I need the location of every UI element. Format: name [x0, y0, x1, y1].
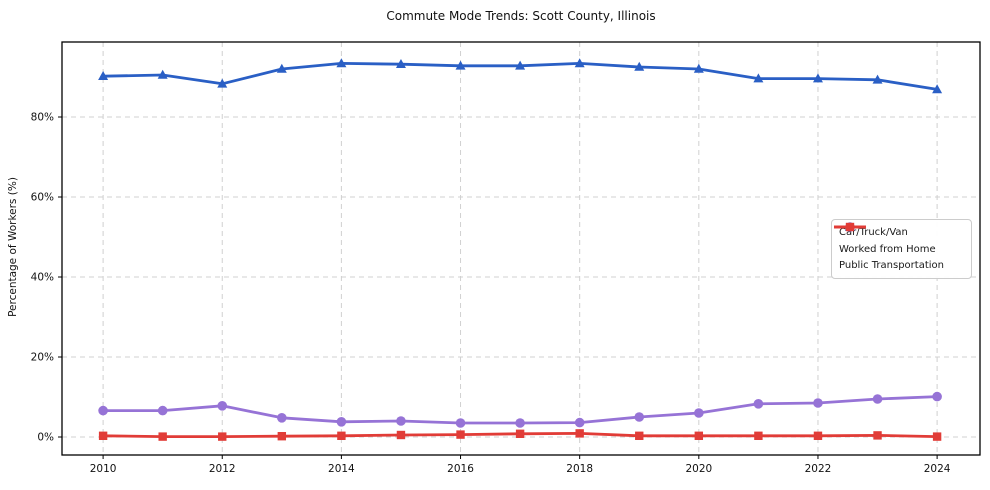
x-tick-label: 2018	[566, 463, 593, 475]
point-public-transportation	[158, 432, 167, 441]
point-worked-from-home	[872, 394, 883, 404]
point-public-transportation	[694, 431, 704, 440]
point-car-truck-van	[634, 61, 645, 71]
point-public-transportation	[873, 431, 882, 440]
y-tick-label: 0%	[37, 432, 54, 444]
point-car-truck-van	[812, 73, 823, 83]
point-car-truck-van	[455, 60, 466, 70]
point-worked-from-home	[98, 405, 108, 416]
plot-border	[61, 41, 981, 456]
point-worked-from-home	[157, 405, 168, 416]
point-worked-from-home	[694, 408, 704, 418]
point-car-truck-van	[336, 58, 347, 68]
point-public-transportation	[277, 432, 287, 441]
y-tick-label: 20%	[31, 352, 54, 364]
point-worked-from-home	[932, 391, 942, 402]
y-tick-label: 80%	[31, 112, 54, 124]
x-tick-label: 2024	[924, 463, 951, 475]
point-public-transportation	[456, 430, 465, 439]
point-public-transportation	[635, 431, 644, 440]
legend-item-public-transportation: Public Transportation	[834, 222, 964, 273]
legend-item-worked-from-home: Worked from Home	[834, 222, 964, 257]
point-worked-from-home	[336, 417, 347, 427]
x-tick-label: 2014	[328, 463, 355, 475]
point-public-transportation	[932, 432, 942, 441]
point-worked-from-home	[277, 413, 287, 423]
point-worked-from-home	[813, 398, 823, 408]
y-tick-label: 40%	[31, 272, 54, 284]
legend: Car/Truck/Van Worked from Home Public Tran…	[831, 219, 972, 279]
point-worked-from-home	[634, 412, 645, 422]
point-worked-from-home	[396, 416, 406, 426]
point-car-truck-van	[515, 60, 526, 70]
point-car-truck-van	[872, 74, 883, 84]
point-car-truck-van	[276, 63, 287, 73]
point-car-truck-van	[693, 63, 704, 73]
point-car-truck-van	[98, 71, 109, 80]
legend-label: Public Transportation	[839, 260, 944, 271]
x-tick-label: 2016	[447, 463, 474, 475]
point-worked-from-home	[753, 399, 764, 409]
point-worked-from-home	[217, 401, 228, 411]
point-car-truck-van	[157, 69, 168, 79]
legend-marker-square-icon	[834, 222, 866, 232]
point-car-truck-van	[574, 58, 585, 68]
point-public-transportation	[337, 431, 346, 440]
point-car-truck-van	[217, 78, 228, 88]
point-car-truck-van	[932, 84, 943, 94]
x-tick-label: 2010	[90, 463, 117, 475]
legend-label: Worked from Home	[839, 243, 936, 255]
x-tick-label: 2020	[685, 463, 712, 475]
legend-label: Car/Truck/Van	[839, 227, 908, 238]
point-public-transportation	[98, 431, 108, 440]
point-worked-from-home	[515, 418, 525, 428]
point-worked-from-home	[455, 418, 466, 428]
point-public-transportation	[575, 429, 584, 438]
point-car-truck-van	[753, 73, 764, 83]
chart-title: Commute Mode Trends: Scott County, Illin…	[386, 9, 656, 23]
y-tick-label: 60%	[31, 192, 54, 204]
point-public-transportation	[218, 432, 227, 441]
point-public-transportation	[813, 431, 823, 440]
point-public-transportation	[515, 429, 525, 438]
point-car-truck-van	[395, 59, 406, 68]
x-tick-label: 2022	[805, 463, 832, 475]
x-tick-label: 2012	[209, 463, 236, 475]
point-worked-from-home	[574, 417, 585, 428]
point-public-transportation	[754, 431, 763, 440]
point-public-transportation	[396, 430, 406, 440]
